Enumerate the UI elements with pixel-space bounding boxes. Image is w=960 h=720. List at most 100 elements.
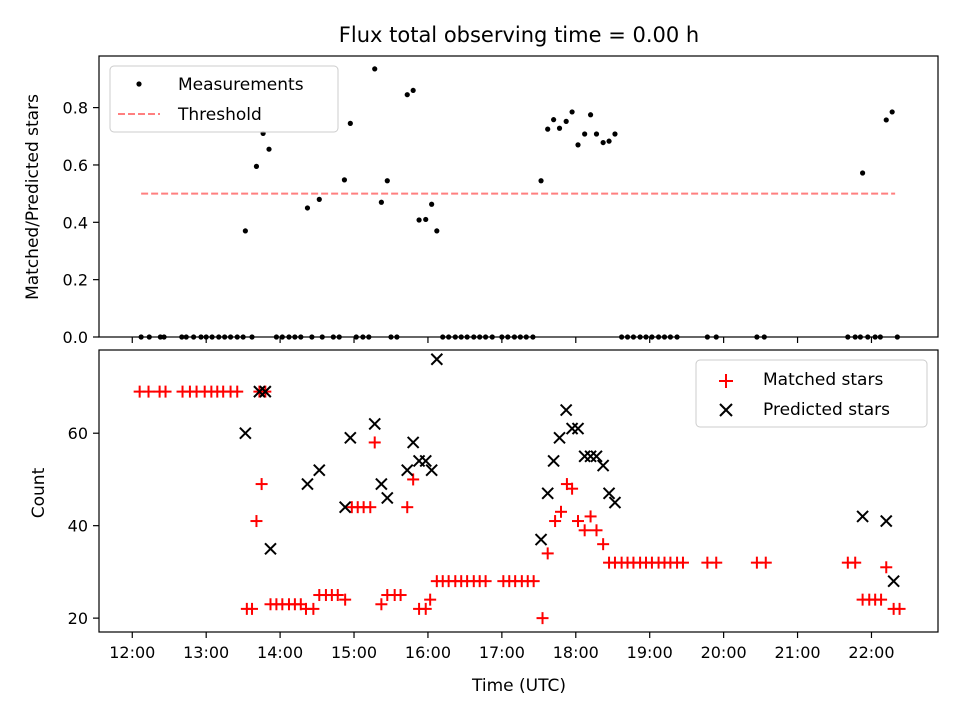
measurement-point [384,178,390,184]
top-y-tick-label: 0.4 [63,213,88,232]
predicted-stars-point [239,427,252,440]
bottom-legend-box [695,359,928,428]
matched-stars-point [407,473,420,486]
matched-stars-point [849,556,862,569]
measurement-point [347,120,353,126]
bottom-legend: Matched stars Predicted stars [695,359,928,428]
legend-label-measurements: Measurements [178,75,304,95]
measurement-point [316,196,322,202]
bottom-x-tick-label: 20:00 [701,643,747,662]
predicted-stars-point [430,353,444,366]
predicted-stars-point [406,436,420,449]
predicted-stars-point [425,463,438,477]
matched-stars-point [566,482,579,495]
matched-stars-point [597,538,610,551]
top-marks [138,66,900,340]
panel-bottom: 12:00 13:00 14:00 15:00 16:00 17:00 18:00 19:00… [29,349,939,696]
matched-stars-point [590,524,603,537]
bottom-y-axis-label: Count [29,467,49,518]
matched-stars-point [419,602,432,615]
predicted-stars-point [553,431,566,445]
predicted-stars-point [344,431,357,445]
top-y-tick-label: 0.6 [63,156,88,175]
matched-stars-point [578,524,591,537]
measurement-point [563,118,569,124]
bottom-x-tick-label: 19:00 [627,643,673,662]
predicted-stars-point [264,542,277,555]
predicted-stars-point [565,422,579,435]
matched-stars-point [331,589,344,602]
predicted-stars-point [313,463,326,477]
matched-stars-point [676,556,689,569]
measurement-point [587,112,594,118]
top-legend-box [109,65,339,133]
measurement-point [410,87,416,94]
measurement-point [266,146,272,152]
matched-stars-point [527,575,540,588]
bottom-y-tick-label: 60 [68,424,88,443]
predicted-stars-point [375,477,388,491]
measurement-point [582,131,588,137]
top-legend: Measurements Threshold [109,65,339,133]
measurement-point [434,228,440,234]
matched-stars-point [231,385,244,398]
matched-stars-point [479,575,492,588]
predicted-stars-point [259,385,272,398]
matched-stars-point [250,515,263,528]
measurement-point [304,205,311,211]
measurement-point [341,177,348,183]
matched-stars-point [401,501,414,514]
measurement-point [538,178,544,184]
bottom-x-tick-label: 14:00 [257,643,303,662]
predicted-stars-point [547,454,560,468]
measurement-point [575,142,581,148]
chart-title: Flux total observing time = 0.00 h [339,23,699,47]
bottom-x-tick-label: 16:00 [405,643,451,662]
legend-marker-predicted [719,403,733,417]
bottom-x-tick-label: 21:00 [774,643,820,662]
top-y-tick-label: 0.2 [63,271,88,290]
measurement-point [606,138,612,144]
measurement-point [416,217,422,223]
predicted-stars-point [596,459,610,472]
measurement-point [242,228,248,234]
top-x-ticks [131,337,873,343]
predicted-stars-point [584,450,597,463]
matched-stars-point [364,501,377,514]
measurement-point [889,109,895,115]
measurement-point [612,131,618,137]
top-y-ticks: 0.0 0.2 0.4 0.6 0.8 [63,99,99,347]
measurement-point [253,163,260,169]
matched-stars-point [424,593,437,606]
predicted-stars-point [401,463,414,477]
matched-stars-point [759,556,772,569]
bottom-frame [98,349,939,633]
legend-marker-matched [719,374,733,388]
predicted-stars-point [338,500,352,514]
matched-stars-point [555,505,568,518]
matched-stars-point [246,602,259,615]
predicted-stars-point [608,496,622,509]
predicted-stars-point [590,450,603,463]
bottom-y-tick-label: 40 [68,517,88,536]
predicted-stars-point [368,417,381,431]
predicted-stars-point [856,510,869,523]
predicted-stars-point [571,422,585,435]
predicted-stars-point [253,385,266,398]
matched-stars-point [159,385,172,398]
matched-stars-point [255,478,268,491]
predicted-stars-point [541,487,554,500]
predicted-stars-point [559,403,573,417]
measurement-point [883,117,889,123]
matched-stars-point [375,598,388,611]
matched-stars-point [536,612,549,625]
legend-label-matched: Matched stars [763,370,883,390]
top-frame [98,55,939,338]
bottom-y-tick-label: 20 [68,609,88,628]
matched-stars-point [875,593,888,606]
measurement-point [593,131,600,137]
bottom-marks [133,353,906,625]
predicted-stars-point [301,477,314,491]
bottom-x-ticks: 12:00 13:00 14:00 15:00 16:00 17:00 18:00 19:00… [109,632,895,662]
